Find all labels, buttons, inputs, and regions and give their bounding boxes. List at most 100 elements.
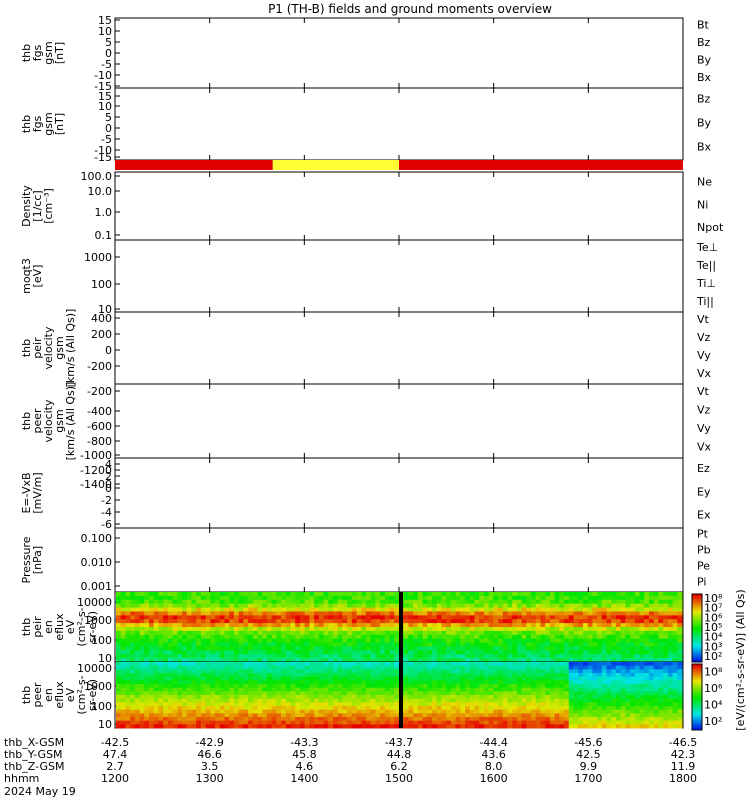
- heatmap-cell: [450, 724, 457, 729]
- heatmap-cell: [210, 687, 216, 692]
- heatmap-cell: [417, 619, 424, 624]
- heatmap-cell: [564, 680, 570, 685]
- colorbar-top-swatch: [692, 604, 702, 607]
- heatmap-cell: [299, 638, 306, 644]
- heatmap-cell: [540, 638, 546, 644]
- heatmap-cell: [516, 623, 523, 628]
- colorbar-bottom-swatch: [692, 682, 702, 685]
- heatmap-cell: [512, 642, 518, 647]
- heatmap-cell: [427, 709, 433, 714]
- heatmap-cell: [229, 611, 235, 616]
- heatmap-cell: [248, 595, 254, 601]
- heatmap-cell: [455, 642, 461, 647]
- heatmap-cell: [648, 669, 655, 674]
- heatmap-cell: [163, 592, 169, 597]
- y-axis-label: [eV]: [31, 265, 44, 288]
- heatmap-cell: [611, 627, 617, 632]
- heatmap-cell: [521, 638, 527, 644]
- heatmap-cell: [408, 676, 414, 681]
- heatmap-cell: [653, 619, 659, 624]
- heatmap-cell: [512, 650, 518, 655]
- heatmap-cell: [644, 665, 650, 670]
- heatmap-cell: [526, 595, 532, 601]
- heatmap-cell: [375, 658, 381, 663]
- heatmap-cell: [262, 698, 268, 703]
- heatmap-cell: [167, 650, 174, 655]
- heatmap-cell: [238, 669, 244, 674]
- heatmap-cell: [116, 638, 122, 644]
- heatmap-cell: [332, 680, 339, 685]
- heatmap-cell: [455, 646, 461, 651]
- heatmap-cell: [172, 713, 178, 718]
- heatmap-cell: [380, 706, 386, 711]
- heatmap-cell: [394, 669, 400, 674]
- heatmap-cell: [337, 676, 343, 681]
- heatmap-cell: [210, 619, 216, 624]
- heatmap-cell: [337, 665, 343, 670]
- heatmap-cell: [554, 642, 560, 647]
- heatmap-cell: [295, 607, 301, 612]
- heatmap-cell: [436, 665, 442, 670]
- heatmap-cell: [474, 611, 480, 616]
- heatmap-cell: [488, 654, 494, 659]
- heatmap-cell: [252, 634, 258, 640]
- heatmap-cell: [592, 638, 598, 644]
- heatmap-cell: [526, 687, 532, 692]
- heatmap-cell: [549, 642, 556, 647]
- heatmap-cell: [573, 619, 579, 624]
- heatmap-cell: [559, 702, 565, 707]
- heatmap-cell: [332, 724, 339, 729]
- heatmap-cell: [479, 665, 485, 670]
- heatmap-cell: [648, 592, 655, 597]
- heatmap-cell: [422, 687, 428, 692]
- heatmap-cell: [394, 720, 400, 725]
- heatmap-cell: [281, 665, 287, 670]
- heatmap-cell: [243, 603, 249, 609]
- heatmap-cell: [587, 646, 593, 651]
- heatmap-cell: [620, 650, 626, 655]
- heatmap-cell: [285, 611, 292, 616]
- heatmap-cell: [526, 592, 532, 597]
- heatmap-cell: [243, 676, 249, 681]
- heatmap-cell: [299, 713, 306, 718]
- heatmap-cell: [125, 724, 131, 729]
- heatmap-cell: [521, 634, 527, 640]
- heatmap-cell: [630, 619, 636, 624]
- heatmap-cell: [309, 684, 315, 689]
- heatmap-cell: [408, 630, 414, 636]
- heatmap-cell: [488, 603, 494, 609]
- heatmap-cell: [125, 607, 131, 612]
- heatmap-cell: [403, 662, 409, 667]
- heatmap-cell: [644, 717, 650, 722]
- heatmap-cell: [182, 676, 188, 681]
- colorbar-top-swatch: [692, 599, 702, 602]
- heatmap-cell: [630, 592, 636, 597]
- heatmap-cell: [116, 684, 122, 689]
- colorbar-top-swatch: [692, 595, 702, 598]
- heatmap-cell: [597, 654, 603, 659]
- heatmap-cell: [535, 634, 541, 640]
- heatmap-cell: [564, 658, 570, 663]
- heatmap-cell: [512, 706, 518, 711]
- heatmap-cell: [158, 687, 164, 692]
- heatmap-cell: [606, 698, 612, 703]
- heatmap-cell: [653, 611, 659, 616]
- heatmap-cell: [281, 673, 287, 678]
- heatmap-cell: [285, 642, 292, 647]
- heatmap-cell: [597, 676, 603, 681]
- heatmap-cell: [375, 638, 381, 644]
- colorbar-top-swatch: [692, 628, 702, 631]
- heatmap-cell: [290, 698, 296, 703]
- heatmap-cell: [672, 595, 678, 601]
- heatmap-cell: [417, 611, 424, 616]
- heatmap-cell: [318, 680, 325, 685]
- heatmap-cell: [243, 634, 249, 640]
- heatmap-cell: [257, 709, 263, 714]
- heatmap-cell: [432, 619, 438, 624]
- heatmap-cell: [191, 717, 197, 722]
- heatmap-cell: [592, 665, 598, 670]
- heatmap-cell: [342, 630, 348, 636]
- heatmap-cell: [149, 717, 155, 722]
- heatmap-cell: [545, 680, 551, 685]
- heatmap-cell: [224, 595, 230, 601]
